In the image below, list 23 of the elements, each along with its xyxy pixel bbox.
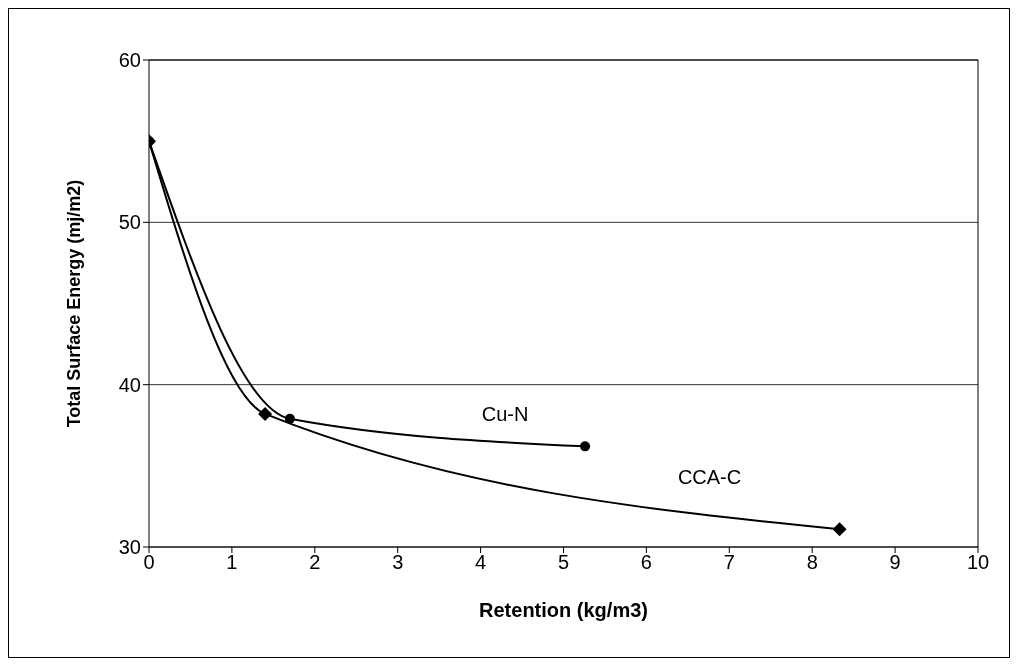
point [580, 441, 591, 452]
point [832, 522, 847, 537]
x-tick-label: 4 [475, 551, 487, 574]
x-tick-label: 5 [557, 551, 570, 574]
point [258, 406, 273, 421]
y-axis-title: Total Surface Energy (mj/m2) [64, 179, 85, 428]
x-tick-label: 10 [966, 551, 990, 574]
x-tick-label: 3 [392, 551, 404, 574]
y-tick-label: 30 [118, 536, 141, 559]
series-label: Cu-N [481, 403, 529, 426]
point [284, 413, 295, 424]
y-tick-label: 40 [118, 373, 141, 396]
x-axis-title: Retention (kg/m3) [479, 599, 648, 621]
x-tick-label: 7 [723, 551, 735, 574]
x-tick-label: 2 [309, 551, 321, 574]
x-tick-label: 8 [806, 551, 818, 574]
x-tick-label: 6 [640, 551, 652, 574]
y-tick-label: 60 [118, 49, 141, 72]
x-tick-label: 0 [143, 551, 155, 574]
x-tick-label: 1 [226, 551, 238, 574]
y-tick-label: 50 [118, 211, 141, 234]
x-tick-label: 9 [889, 551, 901, 574]
series-label: CCA-C [677, 466, 742, 489]
